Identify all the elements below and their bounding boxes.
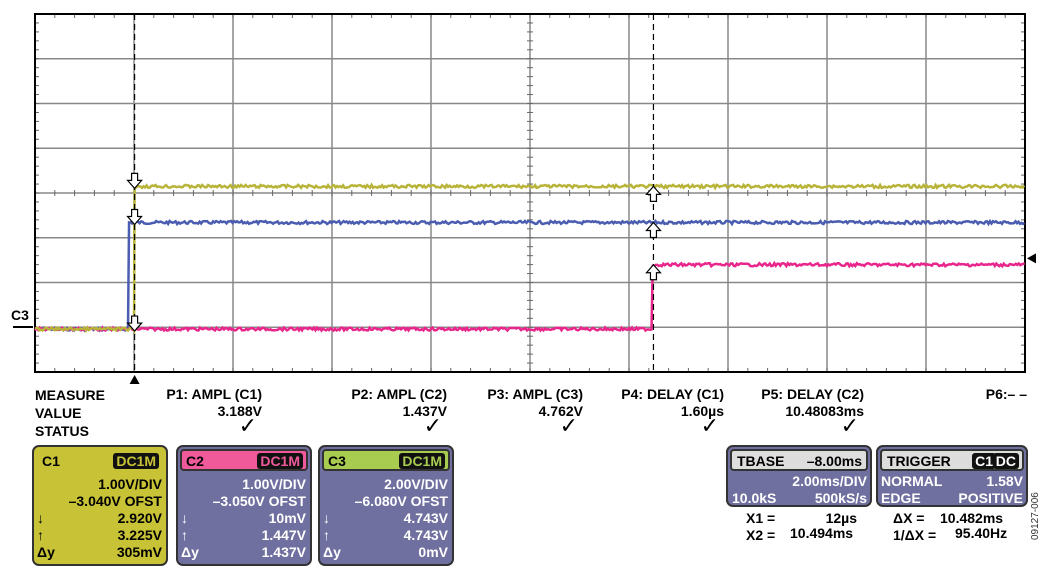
down-arrow-icon: ↓: [323, 510, 330, 526]
trigger-box[interactable]: TRIGGER C1 DC NORMAL 1.58V EDGE POSITIVE: [876, 445, 1028, 507]
channel-c2-box[interactable]: C2 DC1M 1.00V/DIV –3.050V OFST ↓ 10mV ↑ 1.4…: [176, 445, 312, 566]
delta-y-value: 0mV: [418, 544, 448, 560]
volts-per-div: 2.00V/DIV: [384, 476, 448, 492]
status-label: STATUS: [35, 423, 89, 439]
cursor-down-value: 4.743V: [403, 510, 448, 526]
time-per-div: 2.00ms/DIV: [792, 473, 867, 489]
trace-c3: [34, 218, 1026, 333]
inv-dx-value: 95.40Hz: [955, 525, 1008, 541]
plot-frame: [34, 13, 1026, 373]
value-label: VALUE: [35, 405, 82, 421]
tbase-delay: –8.00ms: [806, 453, 862, 469]
up-arrow-icon: ↑: [323, 527, 330, 543]
param-5-name: P5: DELAY (C2): [761, 386, 864, 402]
trigger-coupling: DC: [992, 453, 1019, 469]
param-4-status-check-icon: ✓: [700, 413, 719, 438]
down-arrow-icon: ↓: [37, 510, 44, 526]
param-3-value: 4.762V: [538, 403, 583, 419]
volts-per-div: 1.00V/DIV: [242, 476, 306, 492]
cursor-down-value: 10mV: [268, 510, 306, 526]
up-arrow-icon: ↑: [37, 527, 44, 543]
param-3-status-check-icon: ✓: [559, 413, 578, 438]
channel-name: C3: [328, 453, 346, 469]
param-2-name: P2: AMPL (C2): [351, 386, 447, 402]
trigger-level-marker-icon: [1027, 253, 1036, 264]
scope-display: [13, 13, 1036, 384]
trigger-source: C1: [972, 453, 996, 469]
trigger-type: EDGE: [881, 490, 921, 506]
trigger-level: 1.58V: [986, 473, 1023, 489]
param-1-status-check-icon: ✓: [238, 413, 257, 438]
tbase-label: TBASE: [737, 453, 785, 469]
cursor-marker-up-arrow-icon: [645, 221, 662, 239]
cursor-up-value: 4.743V: [403, 527, 448, 543]
cursor-marker-down-arrow-icon: [126, 208, 143, 226]
x1-value: 12µs: [825, 510, 857, 526]
channel-c3-box[interactable]: C3 DC1M 2.00V/DIV –6.080V OFST ↓ 4.743V ↑ 4…: [318, 445, 454, 566]
coupling-badge: DC1M: [257, 453, 303, 469]
delta-y-label: Δy: [323, 544, 341, 560]
offset: –3.040V OFST: [68, 493, 162, 509]
measure-labels: MEASURE VALUE STATUS: [35, 386, 105, 440]
param-6-name: P6:– –: [985, 386, 1027, 402]
figure-id: 09127-006: [1030, 492, 1041, 540]
cursor-down-value: 2.920V: [117, 510, 162, 526]
trigger-mode: NORMAL: [881, 473, 943, 489]
delta-y-value: 1.437V: [261, 544, 306, 560]
offset: –3.050V OFST: [212, 493, 306, 509]
cursor-marker-down-arrow-icon: [126, 315, 143, 332]
param-3-name: P3: AMPL (C3): [487, 386, 583, 402]
delta-y-value: 305mV: [116, 544, 162, 560]
channel-c1-box[interactable]: C1 DC1M 1.00V/DIV –3.040V OFST ↓ 2.920V ↑ 3…: [32, 445, 168, 566]
param-5-status-check-icon: ✓: [840, 413, 859, 438]
param-1-value: 3.188V: [217, 403, 262, 419]
channel-name: C2: [186, 453, 204, 469]
sample-rate: 500kS/s: [814, 490, 867, 506]
cursor-up-value: 3.225V: [117, 527, 162, 543]
x2-label: X2 =: [746, 527, 776, 543]
cursor-marker-up-arrow-icon: [645, 263, 662, 281]
delta-y-label: Δy: [37, 544, 55, 560]
dx-label: ΔX =: [893, 510, 925, 526]
cursor-marker-up-arrow-icon: [645, 185, 662, 202]
x1-label: X1 =: [746, 510, 776, 526]
volts-per-div: 1.00V/DIV: [98, 476, 162, 492]
cursor-up-value: 1.447V: [261, 527, 306, 543]
trigger-position-marker-icon: [129, 375, 140, 384]
sample-count: 10.0kS: [732, 490, 777, 506]
x2-value: 10.494ms: [790, 525, 854, 541]
channel-name: C1: [42, 453, 60, 469]
delta-y-label: Δy: [181, 544, 199, 560]
ground-label: C3: [11, 307, 29, 323]
param-4-name: P4: DELAY (C1): [621, 386, 724, 402]
param-2-status-check-icon: ✓: [423, 413, 442, 438]
inv-dx-label: 1/ΔX =: [893, 527, 937, 543]
trigger-slope: POSITIVE: [958, 490, 1023, 506]
measure-label: MEASURE: [35, 387, 106, 403]
trace-c2: [33, 260, 1025, 333]
param-5-value: 10.48083ms: [785, 403, 864, 419]
param-2-value: 1.437V: [402, 403, 447, 419]
cursor-marker-down-arrow-icon: [126, 172, 143, 190]
dx-value: 10.482ms: [940, 510, 1004, 526]
up-arrow-icon: ↑: [181, 527, 188, 543]
timebase-box[interactable]: TBASE –8.00ms 2.00ms/DIV 10.0kS 500kS/s: [726, 445, 872, 507]
trace-c1: [34, 182, 1026, 336]
coupling-badge: DC1M: [399, 453, 445, 469]
coupling-badge: DC1M: [113, 453, 159, 469]
down-arrow-icon: ↓: [181, 510, 188, 526]
offset: –6.080V OFST: [354, 493, 448, 509]
trigger-label: TRIGGER: [887, 453, 951, 469]
param-1-name: P1: AMPL (C1): [166, 386, 262, 402]
param-4-value: 1.60µs: [680, 403, 724, 419]
